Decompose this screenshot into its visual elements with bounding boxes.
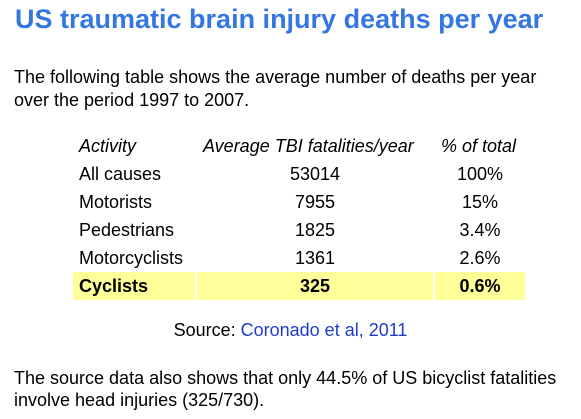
table-row: Motorcyclists 1361 2.6% [73,244,525,272]
average-cell: 1825 [294,219,336,240]
average-cell: 53014 [289,163,341,184]
source-link[interactable]: Coronado et al, 2011 [240,320,408,340]
average-cell: 1361 [294,247,336,268]
source-citation: Source: Coronado et al, 2011 [0,320,581,341]
header-average-fatalities: Average TBI fatalities/year [203,135,414,156]
footer-paragraph: The source data also shows that only 44.… [14,368,557,410]
header-activity: Activity [79,135,137,156]
source-label: Source: [173,320,241,340]
intro-paragraph: The following table shows the average nu… [14,67,537,110]
highlighted-table-row: Cyclists 325 0.6% [73,272,525,300]
percent-cell: 15% [461,191,499,212]
percent-cell: 2.6% [459,247,501,268]
percent-cell: 0.6% [435,272,525,300]
tbi-fatalities-table: Activity Average TBI fatalities/year % o… [71,132,527,300]
table-header-row: Activity Average TBI fatalities/year % o… [73,132,525,160]
percent-cell: 3.4% [459,219,501,240]
percent-cell: 100% [456,163,504,184]
table-row: All causes 53014 100% [73,160,525,188]
average-cell: 7955 [294,191,336,212]
activity-cell: All causes [79,163,162,184]
average-cell: 325 [197,272,433,300]
activity-cell: Pedestrians [79,219,175,240]
header-percent-of-total: % of total [441,135,517,156]
page-title: US traumatic brain injury deaths per yea… [15,4,544,34]
activity-cell: Cyclists [73,272,195,300]
activity-cell: Motorists [79,191,153,212]
table-row: Motorists 7955 15% [73,188,525,216]
table-row: Pedestrians 1825 3.4% [73,216,525,244]
activity-cell: Motorcyclists [79,247,184,268]
